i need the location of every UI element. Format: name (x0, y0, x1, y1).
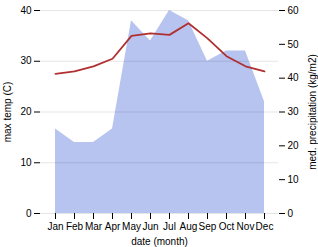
svg-text:Nov: Nov (237, 221, 255, 232)
svg-text:max temp (C): max temp (C) (2, 82, 13, 143)
svg-text:Jul: Jul (163, 221, 176, 232)
svg-text:30: 30 (288, 106, 300, 117)
svg-text:May: May (122, 221, 141, 232)
svg-text:Dec: Dec (256, 221, 274, 232)
svg-text:30: 30 (20, 55, 32, 66)
svg-text:40: 40 (20, 5, 32, 16)
svg-text:Apr: Apr (105, 221, 121, 232)
svg-text:date (month): date (month) (131, 236, 188, 247)
svg-text:10: 10 (20, 157, 32, 168)
svg-text:Jan: Jan (47, 221, 63, 232)
svg-text:Feb: Feb (66, 221, 84, 232)
svg-text:60: 60 (288, 5, 300, 16)
svg-text:Mar: Mar (85, 221, 103, 232)
svg-text:Oct: Oct (219, 221, 235, 232)
svg-text:Sep: Sep (199, 221, 217, 232)
svg-text:20: 20 (20, 106, 32, 117)
svg-text:50: 50 (288, 39, 300, 50)
svg-text:0: 0 (26, 208, 32, 219)
svg-text:20: 20 (288, 140, 300, 151)
svg-text:0: 0 (288, 208, 294, 219)
svg-text:Aug: Aug (180, 221, 198, 232)
svg-text:med. precipitation (kg/m2): med. precipitation (kg/m2) (307, 54, 318, 170)
svg-text:Jun: Jun (142, 221, 158, 232)
svg-text:10: 10 (288, 174, 300, 185)
svg-text:40: 40 (288, 72, 300, 83)
